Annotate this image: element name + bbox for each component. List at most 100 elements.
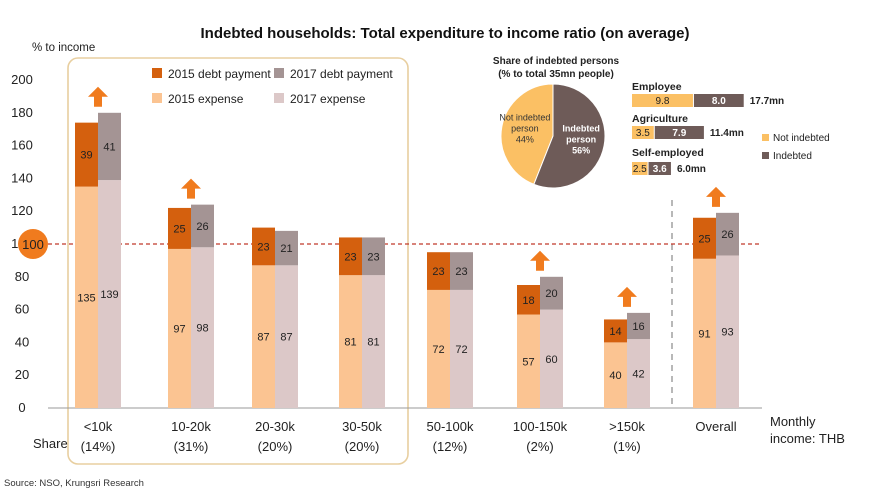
bar-debt-payment bbox=[191, 204, 214, 248]
occupation-bar-indebted bbox=[693, 94, 744, 107]
data-label-debt: 14 bbox=[609, 326, 621, 338]
bar-expense bbox=[517, 314, 540, 408]
up-arrow-icon bbox=[617, 286, 637, 307]
share-value: (31%) bbox=[174, 439, 209, 454]
share-value: (20%) bbox=[258, 439, 293, 454]
x-tick-label: 30-50k bbox=[342, 419, 382, 434]
legend-label: 2017 expense bbox=[290, 92, 366, 106]
bar-debt-payment bbox=[427, 252, 450, 290]
pie-slice-value: 44% bbox=[516, 135, 534, 145]
bar-expense bbox=[540, 309, 563, 408]
occupation-bar-not-indebted bbox=[632, 162, 648, 175]
up-arrow-icon bbox=[181, 178, 201, 199]
occupation-bar-not-indebted bbox=[632, 126, 654, 139]
data-label-debt: 26 bbox=[721, 229, 733, 241]
legend-swatch bbox=[274, 93, 284, 103]
bar-debt-payment bbox=[362, 237, 385, 276]
up-arrow-icon bbox=[530, 250, 550, 271]
data-label-expense: 139 bbox=[100, 289, 118, 301]
bar-debt-payment bbox=[517, 285, 540, 315]
bar-debt-payment bbox=[75, 122, 98, 187]
x-axis-unit-line2: income: THB bbox=[770, 431, 845, 446]
occupation-name: Employee bbox=[632, 81, 682, 93]
bars bbox=[75, 112, 739, 408]
occupation-legend-swatch bbox=[762, 134, 769, 141]
occupation-bar-not-indebted bbox=[632, 94, 693, 107]
x-tick-label: 50-100k bbox=[427, 419, 474, 434]
data-label-expense: 40 bbox=[609, 370, 621, 382]
bar-expense bbox=[716, 255, 739, 408]
data-label-expense: 87 bbox=[257, 332, 269, 344]
pie-title-line2: (% to total 35mn people) bbox=[498, 69, 614, 80]
data-label-debt: 23 bbox=[257, 241, 269, 253]
bar-expense bbox=[75, 186, 98, 408]
legend-swatch bbox=[152, 93, 162, 103]
x-tick-label: 100-150k bbox=[513, 419, 568, 434]
x-tick-label: 10-20k bbox=[171, 419, 211, 434]
pie-slice-label: person bbox=[511, 124, 539, 134]
share-value: (2%) bbox=[526, 439, 553, 454]
occupation-value-indebted: 8.0 bbox=[712, 96, 726, 107]
legend-swatch bbox=[274, 68, 284, 78]
y-tick-label: 180 bbox=[11, 105, 33, 120]
data-label-debt: 39 bbox=[80, 150, 92, 162]
bar-expense bbox=[168, 248, 191, 408]
data-label-debt: 26 bbox=[196, 221, 208, 233]
y-tick-label: 160 bbox=[11, 138, 33, 153]
data-label-debt: 20 bbox=[545, 288, 557, 300]
y-tick-label: 80 bbox=[15, 269, 29, 284]
occupation-value-indebted: 3.6 bbox=[653, 164, 667, 175]
pie-slice-label: Not indebted bbox=[499, 113, 550, 123]
occupation-value-not-indebted: 3.5 bbox=[636, 128, 650, 139]
occupation-panel: Employee 9.8 8.0 17.7mn Agriculture 3.5 7.9 11.… bbox=[632, 81, 830, 175]
data-label-expense: 98 bbox=[196, 323, 208, 335]
bar-expense bbox=[427, 289, 450, 408]
chart-title: Indebted households: Total expenditure t… bbox=[201, 25, 690, 42]
x-tick-label: 20-30k bbox=[255, 419, 295, 434]
data-label-debt: 23 bbox=[455, 266, 467, 278]
legend-label: 2015 expense bbox=[168, 92, 244, 106]
pie-slice-label: Indebted bbox=[562, 123, 600, 133]
bar-debt-payment bbox=[627, 312, 650, 340]
occupation-bar-indebted bbox=[654, 126, 704, 139]
bar-expense bbox=[693, 258, 716, 408]
x-tick-label: >150k bbox=[609, 419, 645, 434]
data-label-expense: 93 bbox=[721, 327, 733, 339]
bar-debt-payment bbox=[339, 237, 362, 276]
occupation-value-indebted: 7.9 bbox=[672, 128, 686, 139]
data-label-debt: 25 bbox=[698, 233, 710, 245]
data-label-expense: 42 bbox=[632, 369, 644, 381]
occupation-total: 6.0mn bbox=[677, 164, 706, 175]
arrows bbox=[88, 86, 726, 307]
bar-debt-payment bbox=[716, 212, 739, 256]
occupation-value-not-indebted: 2.5 bbox=[633, 164, 647, 175]
data-label-expense: 87 bbox=[280, 332, 292, 344]
bar-debt-payment bbox=[693, 217, 716, 259]
data-label-expense: 72 bbox=[432, 344, 444, 356]
data-label-debt: 25 bbox=[173, 223, 185, 235]
share-value: (1%) bbox=[613, 439, 640, 454]
share-label: Share bbox=[33, 436, 68, 451]
bar-labels: 135 39 139 41 <10k (14%) 97 25 98 26 10-20k (31%) 87… bbox=[77, 141, 736, 454]
bar-debt-payment bbox=[604, 319, 627, 343]
data-label-expense: 81 bbox=[344, 337, 356, 349]
pie-title-line1: Share of indebted persons bbox=[493, 56, 620, 67]
y-tick-label: 20 bbox=[15, 367, 29, 382]
pie-slice-label: person bbox=[566, 134, 596, 144]
bar-expense bbox=[339, 275, 362, 408]
highlight-box bbox=[67, 57, 409, 465]
data-label-expense: 60 bbox=[545, 354, 557, 366]
bar-debt-payment bbox=[98, 112, 121, 181]
bar-expense bbox=[604, 342, 627, 408]
data-label-expense: 81 bbox=[367, 337, 379, 349]
bar-expense bbox=[252, 265, 275, 408]
legend: 2015 debt payment 2017 debt payment 2015 e… bbox=[152, 67, 393, 106]
source-note: Source: NSO, Krungsri Research bbox=[4, 478, 144, 489]
data-label-debt: 41 bbox=[103, 141, 115, 153]
occupation-legend-swatch bbox=[762, 152, 769, 159]
up-arrow-icon bbox=[706, 186, 726, 207]
share-value: (12%) bbox=[433, 439, 468, 454]
legend-swatch bbox=[152, 68, 162, 78]
y-tick-label: 140 bbox=[11, 170, 33, 185]
